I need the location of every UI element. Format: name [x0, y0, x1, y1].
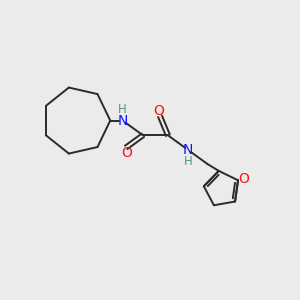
Text: H: H	[184, 155, 193, 168]
Text: O: O	[121, 146, 132, 160]
Text: N: N	[183, 143, 193, 157]
Text: N: N	[117, 114, 128, 128]
Text: H: H	[118, 103, 127, 116]
Text: O: O	[153, 104, 164, 118]
Text: O: O	[238, 172, 249, 186]
